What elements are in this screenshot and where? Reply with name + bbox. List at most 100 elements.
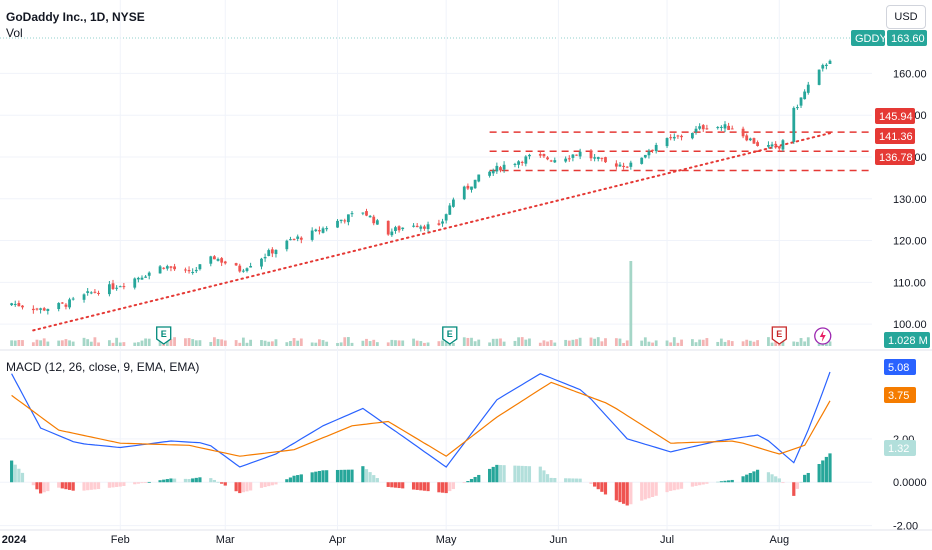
volume-bar xyxy=(553,342,557,346)
macd-histogram-bar xyxy=(513,465,517,483)
candle-body xyxy=(622,165,625,168)
macd-histogram-bar xyxy=(274,482,278,485)
candle-body xyxy=(520,161,524,163)
macd-histogram-bar xyxy=(422,482,427,491)
candle-body xyxy=(698,126,702,129)
candle-body xyxy=(216,258,220,261)
signal-value-badge: 3.75 xyxy=(888,390,909,402)
candle-body xyxy=(647,151,651,156)
volume-bar xyxy=(578,337,582,346)
volume-bar xyxy=(415,340,419,346)
candle-body xyxy=(806,84,810,93)
macd-histogram-bar xyxy=(172,478,177,483)
volume-bar xyxy=(575,339,578,346)
volume-bar xyxy=(701,339,705,346)
histogram-value-badge-bg xyxy=(884,440,916,456)
volume-bar xyxy=(528,338,531,346)
macd-histogram-bar xyxy=(426,482,430,492)
macd-histogram-bar xyxy=(86,482,90,491)
volume-bar xyxy=(412,338,415,346)
volume-bar xyxy=(723,341,727,346)
volume-bar xyxy=(292,338,296,346)
volume-bars xyxy=(10,261,832,346)
candle-body xyxy=(567,158,571,160)
volume-bar xyxy=(770,342,774,346)
volume-bar xyxy=(35,339,39,346)
candle-body xyxy=(748,138,752,141)
volume-bar xyxy=(270,341,274,346)
volume-bar xyxy=(622,342,625,346)
candle-body xyxy=(13,303,17,305)
macd-histogram-bar xyxy=(292,475,296,483)
macd-tick-label: -2.00 xyxy=(893,521,918,533)
volume-bar xyxy=(321,340,325,346)
volume-badge: 1.028 M xyxy=(888,335,928,347)
volume-bar xyxy=(466,337,470,346)
macd-histogram-bar xyxy=(553,477,557,483)
volume-bar xyxy=(477,339,481,346)
volume-bar xyxy=(31,342,35,346)
macd-histogram-bar xyxy=(647,482,651,499)
candle-body xyxy=(817,69,821,85)
volume-bar xyxy=(571,339,575,346)
level-1-badge-bg xyxy=(875,108,915,124)
volume-bar xyxy=(796,341,799,346)
macd-histogram-bar xyxy=(524,466,528,483)
macd-histogram-bar xyxy=(792,482,796,496)
volume-bar xyxy=(618,338,622,346)
candle-body xyxy=(796,107,799,109)
macd-histogram-bar xyxy=(672,482,676,491)
volume-bar xyxy=(491,338,495,346)
macd-histogram-bar xyxy=(527,466,532,483)
candle-body xyxy=(770,144,774,147)
candle-body xyxy=(220,258,224,263)
x-tick-label: Jun xyxy=(550,534,568,546)
candle-body xyxy=(191,271,195,273)
volume-bar xyxy=(343,337,347,346)
macd-histogram-bar xyxy=(299,474,303,483)
volume-bar xyxy=(767,337,770,346)
macd-histogram-bar xyxy=(296,475,300,483)
macd-histogram-bar xyxy=(46,482,50,492)
price-tick-label: 160.00 xyxy=(893,68,927,80)
volume-bar xyxy=(730,341,734,346)
volume-bar xyxy=(774,340,778,346)
candle-body xyxy=(162,267,166,269)
volume-bar xyxy=(546,341,549,346)
volume-bar xyxy=(567,340,571,346)
volume-bar xyxy=(173,337,176,346)
macd-histogram-bar xyxy=(451,482,456,490)
macd-histogram-bar xyxy=(589,482,593,484)
volume-bar xyxy=(495,338,499,346)
macd-histogram-bar xyxy=(817,463,821,483)
macd-histogram-bar xyxy=(335,469,340,483)
volume-bar xyxy=(614,338,618,346)
candle-body xyxy=(538,154,542,156)
macd-histogram-bar xyxy=(42,482,46,493)
volume-bar xyxy=(538,342,542,346)
level-2-badge-bg xyxy=(875,128,915,144)
volume-bar xyxy=(647,341,651,346)
volume-bar xyxy=(17,340,21,346)
candle-body xyxy=(625,166,629,168)
volume-bar xyxy=(274,339,278,346)
macd-histogram-bar xyxy=(375,478,379,483)
currency-button[interactable]: USD xyxy=(886,5,926,29)
candle-body xyxy=(60,302,64,304)
volume-bar xyxy=(596,337,600,346)
candle-body xyxy=(423,226,426,229)
volume-bar xyxy=(318,339,321,346)
volume-bar xyxy=(209,341,213,346)
volume-bar xyxy=(216,339,220,346)
macd-histogram-bar xyxy=(89,482,93,490)
macd-histogram-bar xyxy=(806,472,810,483)
macd-histogram-bar xyxy=(267,482,271,487)
level-3-badge: 136.78 xyxy=(879,152,913,164)
macd-histogram-bar xyxy=(343,469,347,483)
price-badges: GDDY 163.60 145.94 141.36 136.78 1.028 M 5.08 3… xyxy=(851,30,930,456)
signal-value-badge-bg xyxy=(884,387,916,403)
candle-body xyxy=(517,161,520,165)
x-tick-label: 2024 xyxy=(2,534,27,546)
symbol-badge: GDDY xyxy=(855,33,887,45)
